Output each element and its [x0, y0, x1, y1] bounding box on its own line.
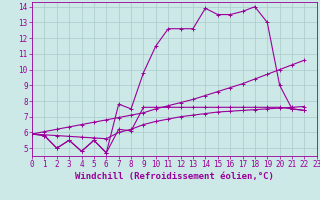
X-axis label: Windchill (Refroidissement éolien,°C): Windchill (Refroidissement éolien,°C) — [75, 172, 274, 181]
